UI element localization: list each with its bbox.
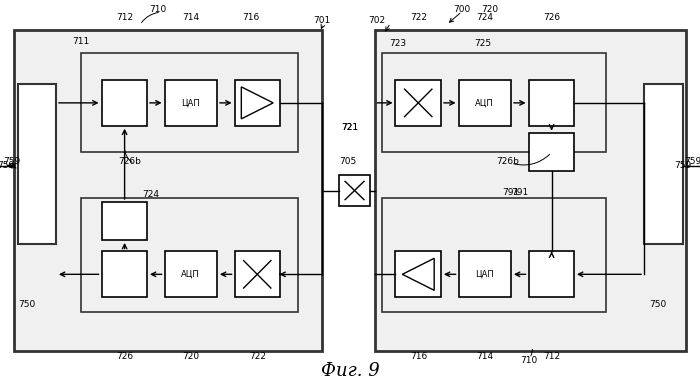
Text: 724: 724	[142, 190, 159, 199]
Text: 714: 714	[182, 13, 199, 22]
Bar	[644, 84, 682, 244]
Text: 791: 791	[503, 188, 519, 197]
Text: 726: 726	[116, 352, 133, 361]
Text: 759: 759	[0, 161, 14, 170]
Text: 711: 711	[72, 37, 89, 46]
Bar	[234, 80, 280, 126]
Text: 750: 750	[18, 300, 35, 309]
Text: ЦАП: ЦАП	[475, 270, 494, 279]
Bar	[102, 251, 147, 297]
Text: 722: 722	[410, 13, 427, 22]
Text: 702: 702	[368, 16, 385, 26]
Text: АЦП: АЦП	[475, 98, 494, 107]
Text: 724: 724	[476, 13, 493, 22]
Bar	[14, 30, 322, 351]
Bar	[102, 202, 147, 240]
Text: 722: 722	[249, 352, 266, 361]
Text: 750: 750	[650, 300, 666, 309]
Bar	[382, 53, 606, 152]
Text: 725: 725	[475, 39, 491, 48]
Text: ЦАП: ЦАП	[181, 98, 200, 107]
Text: АЦП: АЦП	[181, 270, 200, 279]
Bar	[528, 251, 574, 297]
Bar	[382, 198, 606, 312]
Text: 714: 714	[476, 352, 493, 361]
Text: 710: 710	[149, 5, 166, 14]
Text: 716: 716	[410, 352, 427, 361]
Bar	[374, 30, 686, 351]
Bar	[339, 175, 370, 206]
Text: 759: 759	[4, 157, 21, 166]
Bar	[80, 198, 298, 312]
Text: 726b: 726b	[496, 157, 519, 166]
Text: 716: 716	[242, 13, 259, 22]
Text: 791: 791	[511, 188, 528, 197]
Bar	[234, 251, 280, 297]
Text: 759: 759	[674, 161, 691, 170]
Text: 720: 720	[182, 352, 199, 361]
Bar	[18, 84, 56, 244]
Bar	[395, 80, 441, 126]
Text: 721: 721	[342, 123, 358, 132]
Text: 701: 701	[314, 16, 330, 26]
Text: 726: 726	[543, 13, 560, 22]
Text: 705: 705	[340, 157, 356, 166]
Text: 759: 759	[685, 157, 700, 166]
Text: 720: 720	[482, 5, 498, 14]
Text: 726b: 726b	[118, 157, 141, 166]
Bar	[164, 80, 217, 126]
Text: 721: 721	[342, 123, 358, 132]
Text: Фиг. 9: Фиг. 9	[321, 362, 379, 381]
Bar	[80, 53, 298, 152]
Text: 712: 712	[116, 13, 133, 22]
Bar	[102, 80, 147, 126]
Text: 712: 712	[543, 352, 560, 361]
Bar	[395, 251, 441, 297]
Bar	[458, 80, 511, 126]
Bar	[164, 251, 217, 297]
Bar	[528, 133, 574, 171]
Bar	[528, 80, 574, 126]
Text: 700: 700	[454, 5, 470, 14]
Text: 710: 710	[521, 355, 538, 365]
Text: 723: 723	[389, 39, 406, 48]
Bar	[458, 251, 511, 297]
